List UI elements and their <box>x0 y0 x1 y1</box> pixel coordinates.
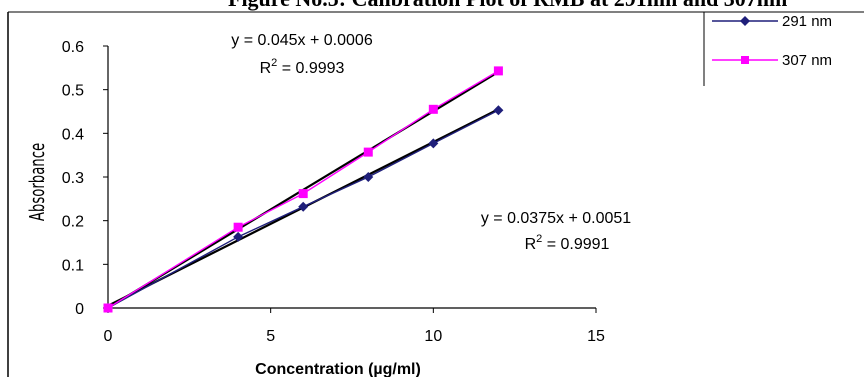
legend-label-307: 307 nm <box>782 52 832 69</box>
data-point-291nm <box>363 172 374 182</box>
x-tick-label: 5 <box>266 328 275 345</box>
y-tick-label: 0.5 <box>62 83 84 100</box>
data-point-291nm <box>298 201 309 212</box>
data-point-307nm <box>493 66 503 76</box>
chart-title: Figure No.5: Calibration Plot of RMB at … <box>0 0 864 12</box>
x-axis-title: Concentration (µg/ml) <box>255 361 421 377</box>
x-tick-label: 10 <box>424 328 442 345</box>
y-tick-label: 0.6 <box>62 39 84 56</box>
equation-307: y = 0.045x + 0.0006 <box>231 32 373 49</box>
data-point-307nm <box>103 303 113 313</box>
r2-307: R2 = 0.9993 <box>260 57 345 77</box>
data-point-291nm <box>493 105 504 116</box>
y-tick-label: 0.3 <box>62 170 84 187</box>
y-tick-label: 0 <box>75 301 84 318</box>
data-point-307nm <box>233 222 243 232</box>
legend-marker-291 <box>740 16 750 26</box>
equation-291: y = 0.0375x + 0.0051 <box>481 210 631 227</box>
y-axis-title: Absorbance <box>26 143 50 221</box>
r2-291: R2 = 0.9991 <box>525 233 610 253</box>
y-tick-label: 0.2 <box>62 214 84 231</box>
data-point-307nm <box>298 189 308 199</box>
y-tick-label: 0.1 <box>62 257 84 274</box>
legend-entry-307: 307 nm <box>712 52 832 69</box>
series-line-291nm <box>107 109 499 309</box>
x-tick-label: 15 <box>587 328 605 345</box>
series-line-307nm <box>107 70 499 309</box>
legend: 291 nm 307 nm <box>712 13 832 69</box>
legend-label-291: 291 nm <box>782 13 832 30</box>
data-point-291nm <box>233 231 244 242</box>
y-tick-label: 0.4 <box>62 126 84 143</box>
data-point-291nm <box>428 138 439 149</box>
data-point-307nm <box>363 147 373 157</box>
legend-marker-307 <box>741 56 749 64</box>
legend-entry-291: 291 nm <box>712 13 832 30</box>
data-point-307nm <box>428 104 438 114</box>
x-tick-label: 0 <box>104 328 113 345</box>
